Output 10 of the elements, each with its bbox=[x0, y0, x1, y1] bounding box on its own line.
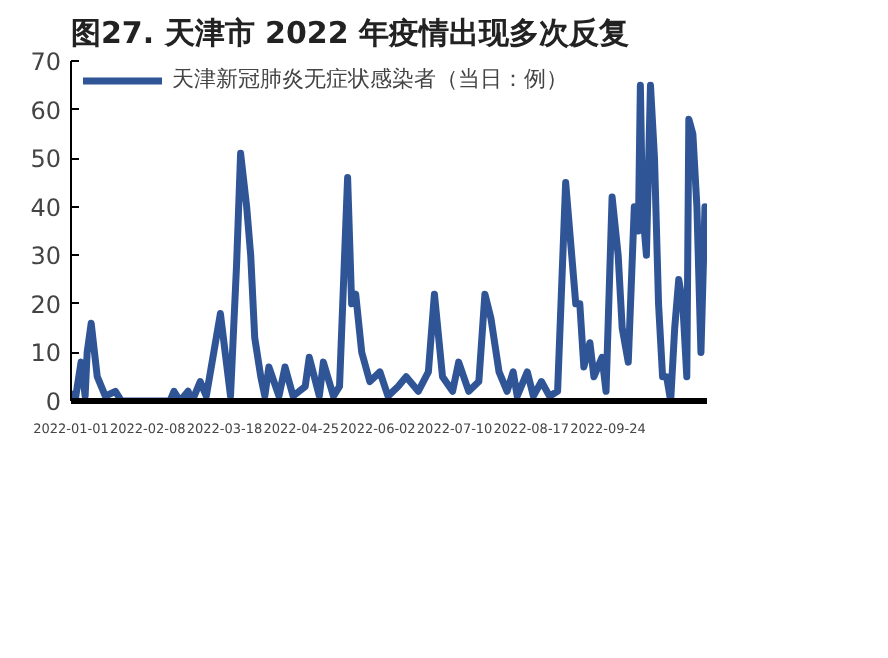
y-tick-label: 10 bbox=[30, 339, 62, 368]
y-tick-label: 40 bbox=[30, 193, 62, 222]
y-tick-label: 70 bbox=[30, 48, 62, 76]
y-tick-label: 50 bbox=[30, 145, 62, 174]
y-tick-label: 30 bbox=[30, 242, 62, 271]
y-tick-label: 0 bbox=[45, 388, 62, 416]
y-tick-label: 60 bbox=[30, 96, 62, 125]
chart-title: 图27. 天津市 2022 年疫情出现多次反复 bbox=[71, 15, 629, 51]
y-tick-label: 20 bbox=[30, 290, 62, 319]
legend-label: 天津新冠肺炎无症状感染者（当日：例） bbox=[172, 64, 568, 94]
